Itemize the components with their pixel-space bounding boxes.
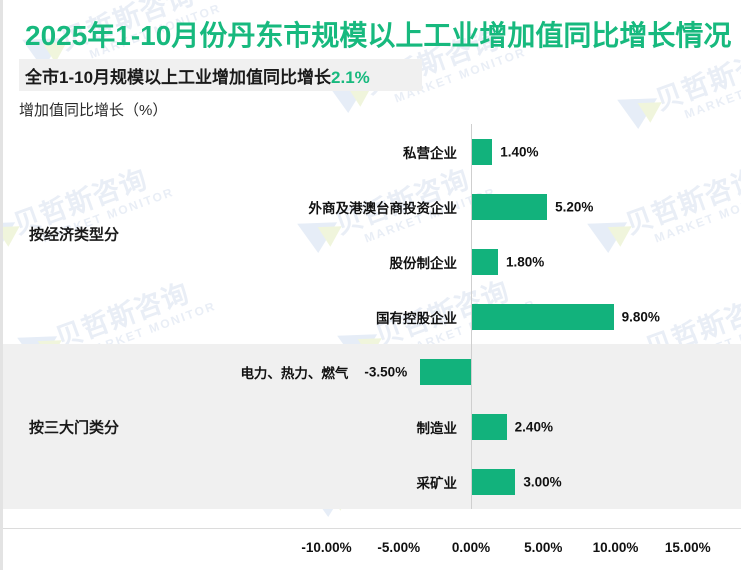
value-label: 2.40% [514, 419, 553, 434]
subtitle: 全市1-10月规模以上工业增加值同比增长2.1% [25, 63, 370, 88]
bar[interactable] [472, 303, 614, 330]
page-title: 2025年1-10月份丹东市规模以上工业增加值同比增长情况 [25, 20, 732, 51]
watermark-en: MARKET MONITOR [682, 61, 741, 122]
x-axis-tick-label: 10.00% [592, 540, 639, 555]
category-label: 电力、热力、燃气 [240, 365, 349, 381]
value-axis-title: 增加值同比增长（%） [19, 102, 168, 119]
chart-row[interactable]: 外商及港澳台商投资企业 5.20% [3, 179, 741, 234]
x-axis-tick-label: 0.00% [451, 540, 491, 555]
plot-area: 按经济类型分 私营企业 1.40% 外商及港澳台商投资企业 5.20% 股份制企业 1.80… [3, 124, 741, 528]
chart-row[interactable]: 私营企业 1.40% [3, 124, 741, 179]
chart-row[interactable]: 国有控股企业 9.80% [3, 289, 741, 344]
bar[interactable] [472, 468, 516, 495]
subtitle-text: 全市1-10月规模以上工业增加值同比增长 [25, 68, 332, 87]
subtitle-highlight-value: 2.1% [331, 68, 370, 87]
value-label: -3.50% [364, 364, 408, 379]
chart-row[interactable]: 股份制企业 1.80% [3, 234, 741, 289]
category-label: 采矿业 [416, 475, 458, 491]
category-label: 国有控股企业 [376, 310, 457, 326]
value-label: 1.80% [506, 254, 545, 269]
group-label: 按经济类型分 [29, 226, 120, 244]
subtitle-band [19, 59, 422, 91]
category-label: 制造业 [416, 420, 458, 436]
x-axis-tick-label: -5.00% [377, 540, 421, 555]
bar[interactable] [472, 138, 493, 165]
group-band [3, 344, 741, 509]
value-label: 1.40% [500, 144, 539, 159]
value-label: 5.20% [555, 199, 594, 214]
category-label: 外商及港澳台商投资企业 [308, 200, 458, 216]
bar[interactable] [472, 413, 507, 440]
category-label: 私营企业 [403, 145, 457, 161]
zero-axis-line [471, 124, 472, 509]
x-axis-tick-label: -10.00% [301, 540, 352, 555]
value-label: 9.80% [621, 309, 660, 324]
x-axis: -10.00% -5.00% 0.00% 5.00% 10.00% 15.00% [3, 528, 741, 570]
group-label: 按三大门类分 [29, 419, 120, 436]
value-label: 3.00% [523, 474, 562, 489]
chart-row[interactable]: 制造业 2.40% [3, 399, 741, 454]
x-axis-tick-label: 15.00% [664, 540, 711, 555]
x-axis-tick-label: 5.00% [524, 540, 563, 555]
category-label: 股份制企业 [389, 255, 458, 271]
bar[interactable] [472, 193, 548, 220]
watermark-triangle-small-icon [637, 102, 663, 124]
bar[interactable] [472, 248, 498, 275]
bar[interactable] [420, 358, 471, 385]
chart-row[interactable]: 采矿业 3.00% [3, 454, 741, 509]
chart-row[interactable]: 电力、热力、燃气 -3.50% [3, 344, 741, 399]
x-axis-separator [3, 528, 741, 529]
